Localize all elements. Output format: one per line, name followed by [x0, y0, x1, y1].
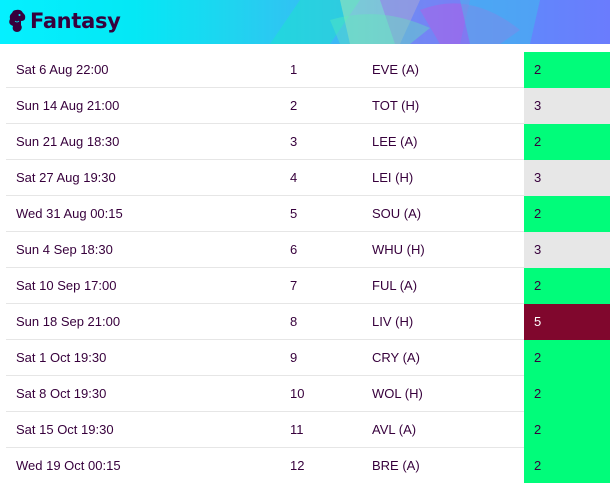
- fixture-difficulty: 2: [524, 376, 610, 412]
- fixture-row: Sat 15 Oct 19:30 11 AVL (A) 2: [6, 412, 610, 448]
- fixture-opponent: AVL (A): [372, 422, 417, 437]
- fixture-date: Sat 1 Oct 19:30: [16, 350, 107, 365]
- fixture-difficulty: 3: [524, 232, 610, 268]
- fixture-opponent: WOL (H): [372, 386, 423, 401]
- fixture-opponent: LIV (H): [372, 314, 414, 329]
- fixture-gameweek: 1: [290, 62, 298, 77]
- fixture-row: Sat 1 Oct 19:30 9 CRY (A) 2: [6, 340, 610, 376]
- fixture-gameweek: 6: [290, 242, 298, 257]
- fixture-difficulty: 3: [524, 88, 610, 124]
- fixture-date: Sat 10 Sep 17:00: [16, 278, 117, 293]
- fixture-opponent: LEI (H): [372, 170, 414, 185]
- fixture-date: Sat 15 Oct 19:30: [16, 422, 114, 437]
- fixture-difficulty: 2: [524, 340, 610, 376]
- fixture-date: Sat 8 Oct 19:30: [16, 386, 107, 401]
- fixture-row: Sun 18 Sep 21:00 8 LIV (H) 5: [6, 304, 610, 340]
- fixture-difficulty: 2: [524, 196, 610, 232]
- fixture-gameweek: 12: [290, 458, 305, 473]
- fixture-difficulty: 3: [524, 160, 610, 196]
- fixture-gameweek: 7: [290, 278, 298, 293]
- fixture-difficulty: 2: [524, 448, 610, 483]
- fixture-date: Wed 19 Oct 00:15: [16, 458, 121, 473]
- fixture-opponent: TOT (H): [372, 98, 420, 113]
- fixture-gameweek: 8: [290, 314, 298, 329]
- fixture-difficulty: 2: [524, 412, 610, 448]
- fixture-date: Wed 31 Aug 00:15: [16, 206, 123, 221]
- fixture-row: Sat 6 Aug 22:00 1 EVE (A) 2: [6, 52, 610, 88]
- fixture-difficulty: 2: [524, 124, 610, 160]
- fixture-opponent: LEE (A): [372, 134, 418, 149]
- fixture-difficulty: 5: [524, 304, 610, 340]
- fixture-date: Sun 14 Aug 21:00: [16, 98, 120, 113]
- fixture-row: Sun 4 Sep 18:30 6 WHU (H) 3: [6, 232, 610, 268]
- lion-crest-icon: [9, 9, 26, 33]
- fixture-gameweek: 11: [290, 422, 304, 437]
- fixture-row: Sat 27 Aug 19:30 4 LEI (H) 3: [6, 160, 610, 196]
- brand-name: Fantasy: [30, 9, 121, 33]
- fixture-opponent: EVE (A): [372, 62, 419, 77]
- fixture-row: Wed 19 Oct 00:15 12 BRE (A) 2: [6, 448, 610, 483]
- fixture-date: Sat 27 Aug 19:30: [16, 170, 116, 185]
- header-pattern: [270, 0, 540, 44]
- fixture-gameweek: 5: [290, 206, 298, 221]
- fixture-opponent: CRY (A): [372, 350, 420, 365]
- fantasy-logo[interactable]: Fantasy: [7, 7, 121, 35]
- fixture-difficulty: 2: [524, 52, 610, 88]
- fixture-gameweek: 9: [290, 350, 298, 365]
- fixture-opponent: WHU (H): [372, 242, 425, 257]
- header-banner: Fantasy: [0, 0, 610, 44]
- fixture-row: Sat 10 Sep 17:00 7 FUL (A) 2: [6, 268, 610, 304]
- fixture-opponent: FUL (A): [372, 278, 418, 293]
- fixture-gameweek: 3: [290, 134, 298, 149]
- fixture-date: Sun 4 Sep 18:30: [16, 242, 113, 257]
- fixture-gameweek: 4: [290, 170, 298, 185]
- fixture-row: Wed 31 Aug 00:15 5 SOU (A) 2: [6, 196, 610, 232]
- fixture-date: Sun 18 Sep 21:00: [16, 314, 121, 329]
- fixture-difficulty: 2: [524, 268, 610, 304]
- fixtures-table: Sat 6 Aug 22:00 1 EVE (A) 2 Sun 14 Aug 21:00…: [6, 52, 610, 483]
- fixture-opponent: BRE (A): [372, 458, 420, 473]
- fixture-date: Sat 6 Aug 22:00: [16, 62, 109, 77]
- fixture-row: Sat 8 Oct 19:30 10 WOL (H) 2: [6, 376, 610, 412]
- fixture-gameweek: 10: [290, 386, 305, 401]
- fixture-row: Sun 14 Aug 21:00 2 TOT (H) 3: [6, 88, 610, 124]
- fixture-date: Sun 21 Aug 18:30: [16, 134, 120, 149]
- fixture-gameweek: 2: [290, 98, 298, 113]
- fixture-row: Sun 21 Aug 18:30 3 LEE (A) 2: [6, 124, 610, 160]
- fixture-opponent: SOU (A): [372, 206, 422, 221]
